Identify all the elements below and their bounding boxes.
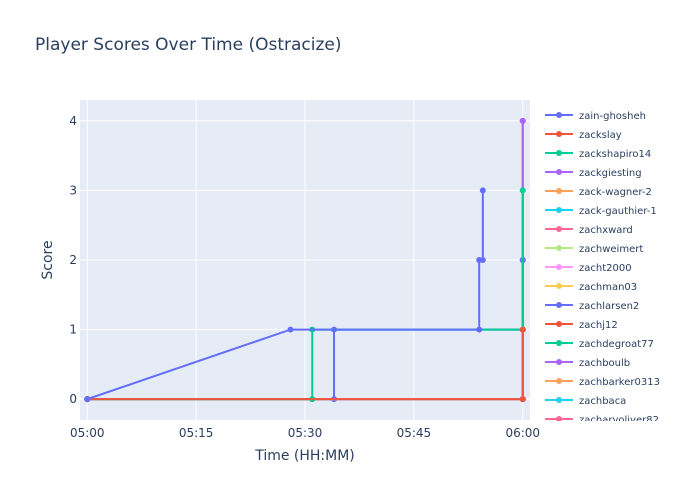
x-tick-label: 05:30 — [288, 426, 323, 440]
legend-marker — [556, 112, 562, 118]
legend-item[interactable]: zachboulb — [545, 358, 630, 369]
legend-label: zachlarsen2 — [579, 301, 639, 312]
series-zain-ghosheh — [84, 187, 486, 403]
legend-label: zachbaca — [579, 396, 626, 407]
legend-marker — [556, 359, 562, 365]
legend-label: zack-wagner-2 — [579, 187, 652, 198]
legend-marker — [556, 340, 562, 346]
legend-item[interactable]: zachxward — [545, 225, 633, 236]
legend-marker — [556, 264, 562, 270]
series-layer — [84, 117, 526, 403]
data-point — [519, 187, 526, 194]
legend-item[interactable]: zain-ghosheh — [545, 111, 646, 122]
axis-ticks: 05:00 05:15 05:30 05:45 06:00 0 1 2 3 4 — [69, 114, 540, 440]
legend-item[interactable]: zacht2000 — [545, 263, 632, 274]
x-tick-label: 05:45 — [397, 426, 432, 440]
legend-item[interactable]: zachlarsen2 — [545, 301, 639, 312]
data-point — [84, 396, 91, 403]
legend-marker — [556, 188, 562, 194]
chart-title: Player Scores Over Time (Ostracize) — [35, 35, 342, 55]
legend-item[interactable]: zachdegroat77 — [545, 339, 654, 350]
x-tick-label: 05:15 — [179, 426, 214, 440]
legend-label: zackshapiro14 — [579, 149, 651, 160]
legend-item[interactable]: zackgiesting — [545, 168, 642, 179]
legend-item[interactable]: zack-gauthier-1 — [545, 206, 657, 217]
y-tick-label: 0 — [69, 392, 77, 406]
x-tick-label: 05:00 — [70, 426, 105, 440]
y-tick-label: 1 — [69, 323, 77, 337]
legend-item[interactable]: zachweimert — [545, 244, 643, 255]
legend-item[interactable]: zackshapiro14 — [545, 149, 651, 160]
legend-marker — [556, 169, 562, 175]
legend-item[interactable]: zachbarker0313 — [545, 377, 660, 388]
series-line — [86, 190, 484, 401]
legend-label: zack-gauthier-1 — [579, 206, 657, 217]
legend-marker — [556, 245, 562, 251]
legend-marker — [556, 131, 562, 137]
legend-marker — [556, 397, 562, 403]
data-point — [476, 326, 483, 333]
legend-marker — [556, 150, 562, 156]
legend-item[interactable]: zachman03 — [545, 282, 637, 293]
data-point — [519, 117, 526, 124]
legend-marker — [556, 226, 562, 232]
data-point — [287, 326, 294, 333]
x-tick-label: 06:00 — [505, 426, 540, 440]
data-point — [479, 257, 486, 263]
legend-label: zachdegroat77 — [579, 339, 654, 350]
legend-label: zachboulb — [579, 358, 630, 369]
legend-item[interactable]: zachbaca — [545, 396, 626, 407]
legend-label: zackgiesting — [579, 168, 642, 179]
legend-label: zachman03 — [579, 282, 637, 293]
legend-item[interactable]: zacharyoliver82 — [545, 415, 659, 426]
legend-label: zachxward — [579, 225, 633, 236]
legend-item[interactable]: zack-wagner-2 — [545, 187, 652, 198]
data-point — [519, 396, 526, 403]
data-point — [479, 187, 486, 194]
legend-label: zacht2000 — [579, 263, 632, 274]
legend-label: zachweimert — [579, 244, 643, 255]
legend-label: zacharyoliver82 — [579, 415, 659, 426]
legend-marker — [556, 207, 562, 213]
legend-marker — [556, 416, 562, 421]
x-axis-title: Time (HH:MM) — [254, 448, 355, 464]
y-tick-label: 4 — [69, 114, 77, 128]
legend-marker — [556, 378, 562, 384]
y-axis-title: Score — [40, 240, 56, 279]
legend-marker — [556, 302, 562, 308]
legend-label: zachj12 — [579, 320, 618, 331]
legend-label: zachbarker0313 — [579, 377, 660, 388]
legend-item[interactable]: zachj12 — [545, 320, 618, 331]
y-tick-label: 2 — [69, 253, 77, 267]
data-point — [519, 326, 526, 333]
legend-item[interactable]: zackslay — [545, 130, 622, 141]
legend-label: zackslay — [579, 130, 622, 141]
legend-marker — [556, 321, 562, 327]
legend-marker — [556, 283, 562, 289]
y-tick-label: 3 — [69, 183, 77, 197]
legend-label: zain-ghosheh — [579, 111, 646, 122]
legend[interactable]: zain-ghosheh zackslay zackshapiro14 zackgie… — [545, 111, 660, 426]
